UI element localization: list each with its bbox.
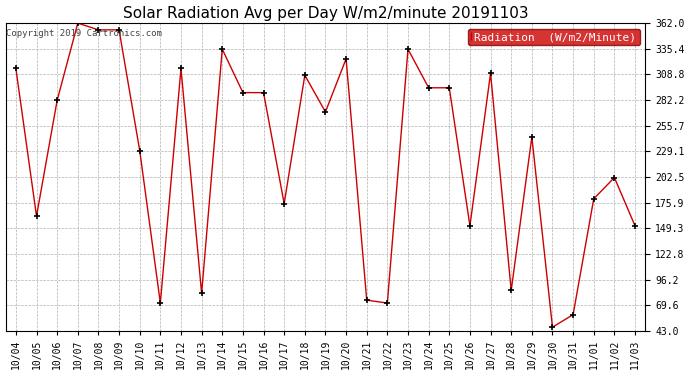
Title: Solar Radiation Avg per Day W/m2/minute 20191103: Solar Radiation Avg per Day W/m2/minute … — [123, 6, 529, 21]
Text: Copyright 2019 Cartronics.com: Copyright 2019 Cartronics.com — [6, 29, 162, 38]
Legend: Radiation  (W/m2/Minute): Radiation (W/m2/Minute) — [468, 28, 640, 45]
